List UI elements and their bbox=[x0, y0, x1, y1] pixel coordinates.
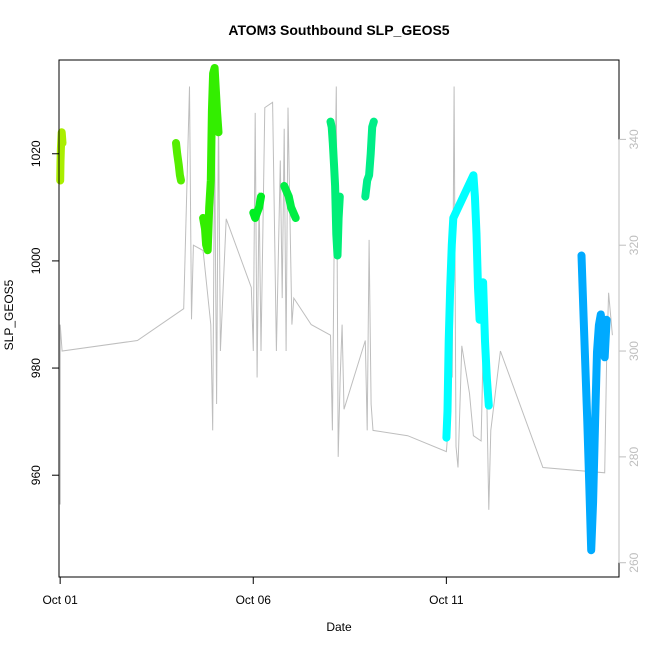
series-line-6 bbox=[326, 117, 344, 260]
background-series bbox=[59, 86, 613, 510]
series-line-8 bbox=[442, 171, 493, 442]
x-tick-label-2: Oct 11 bbox=[429, 593, 464, 607]
series-line-7 bbox=[361, 117, 378, 201]
x-tick-label-0: Oct 01 bbox=[42, 593, 78, 607]
series-line-4 bbox=[249, 192, 265, 222]
right-y-tick-label-2: 300 bbox=[627, 341, 641, 361]
right-y-tick-label-4: 340 bbox=[627, 129, 641, 149]
series-line-2 bbox=[172, 139, 185, 185]
x-axis-label: Date bbox=[326, 620, 352, 634]
right-y-tick-label-1: 280 bbox=[627, 447, 641, 467]
background-series-line bbox=[59, 86, 613, 510]
y-tick-label-0: 960 bbox=[29, 465, 43, 485]
series-line-1 bbox=[56, 128, 67, 185]
right-y-tick-label-0: 260 bbox=[627, 552, 641, 572]
series-line-3 bbox=[199, 64, 223, 255]
right-y-tick-label-3: 320 bbox=[627, 235, 641, 255]
chart-title: ATOM3 Southbound SLP_GEOS5 bbox=[228, 22, 449, 38]
y-axis-label: SLP_GEOS5 bbox=[2, 279, 16, 350]
series-line-5 bbox=[280, 181, 300, 222]
series-line-9 bbox=[577, 251, 611, 555]
data-series bbox=[56, 64, 611, 555]
y-tick-label-3: 1020 bbox=[29, 140, 43, 167]
x-tick-label-1: Oct 06 bbox=[236, 593, 272, 607]
y-tick-label-2: 1000 bbox=[29, 247, 43, 274]
plot-frame bbox=[58, 59, 620, 578]
y-tick-label-1: 980 bbox=[29, 358, 43, 378]
axes: 960 980 1000 1020 260 280 300 320 340 Oct 01 Oct 0… bbox=[29, 129, 641, 607]
